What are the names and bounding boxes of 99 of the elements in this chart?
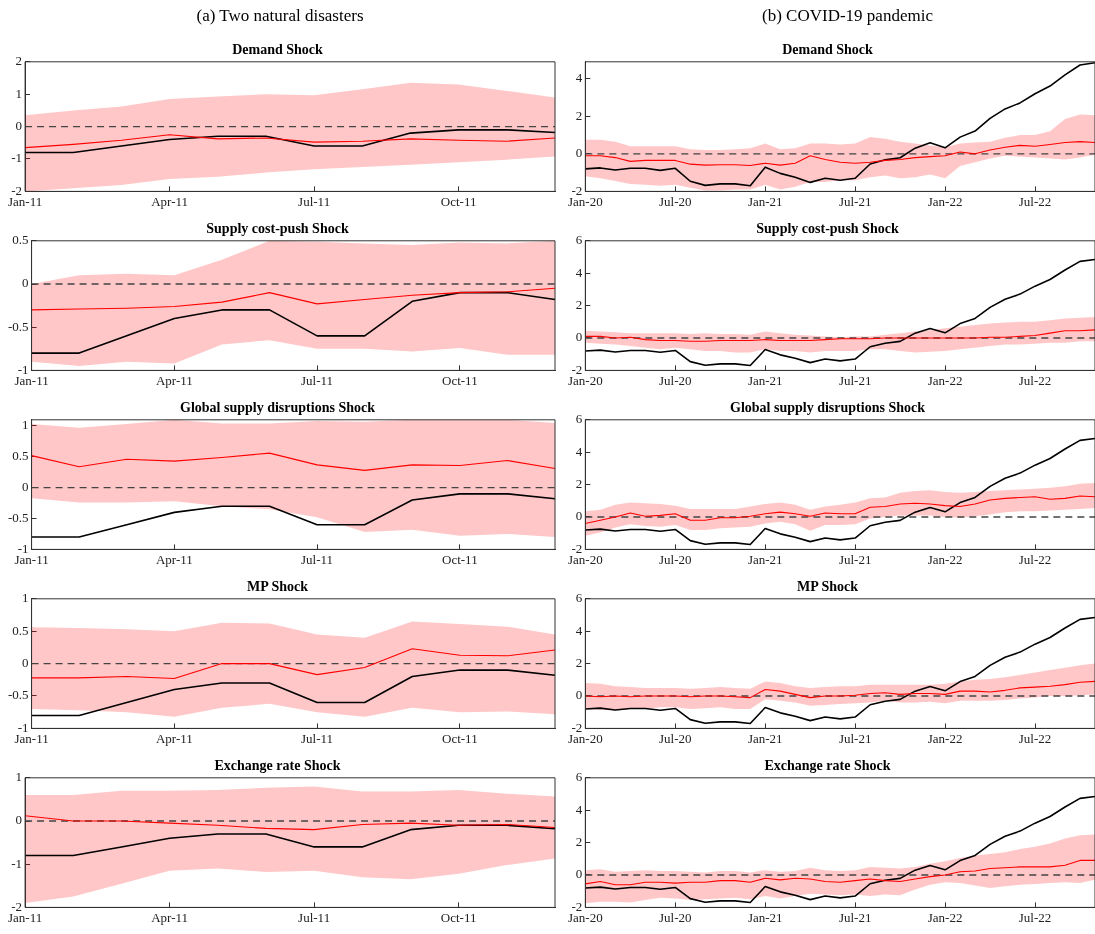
x-tick-label: Oct-11 (440, 909, 477, 925)
x-tick-label: Apr-11 (155, 730, 193, 746)
x-tick-label: Jul-22 (1018, 909, 1052, 925)
x-tick-label: Jan-22 (927, 193, 963, 209)
x-tick-label: Jul-20 (659, 730, 692, 746)
x-tick-label: Apr-11 (155, 372, 193, 388)
x-tick-label: Jul-11 (301, 730, 334, 746)
y-tick-label: 4 (575, 70, 583, 86)
x-tick-label: Jan-21 (747, 730, 783, 746)
text: (b) COVID-19 pandemic (761, 6, 934, 26)
x-tick-label: Jul-21 (838, 909, 872, 925)
x-tick-label: Jul-20 (659, 193, 692, 209)
x-tick-label: Jul-11 (301, 372, 334, 388)
y-tick-label: 2 (575, 107, 583, 123)
chart-title: MP Shock (246, 579, 309, 595)
y-tick-label: 0.5 (12, 448, 29, 464)
chart-title: Supply cost-push Shock (756, 221, 899, 237)
y-tick-label: 2 (575, 297, 583, 313)
x-tick-label: Jul-21 (838, 551, 872, 567)
text: (a) Two natural disasters (195, 6, 365, 26)
x-tick-label: Jul-20 (659, 372, 692, 388)
x-tick-label: Jan-22 (927, 730, 963, 746)
y-tick-label: 4 (575, 801, 583, 817)
y-tick-label: 0 (22, 655, 29, 671)
y-tick-label: -1 (17, 361, 29, 377)
x-tick-label: Jan-21 (747, 193, 783, 209)
y-tick-label: 0 (575, 866, 583, 882)
y-tick-label: 0 (15, 118, 23, 134)
y-tick-label: 0.5 (12, 232, 29, 248)
y-tick-label: 0 (575, 508, 583, 524)
x-tick-label: Jul-22 (1018, 372, 1052, 388)
x-tick-label: Jul-21 (838, 730, 872, 746)
x-tick-label: Jul-22 (1018, 730, 1052, 746)
y-tick-label: -0.5 (7, 687, 29, 703)
y-tick-label: 6 (575, 411, 583, 427)
y-tick-label: 4 (575, 264, 583, 280)
x-tick-label: Oct-11 (442, 551, 478, 567)
x-tick-label: Jul-11 (298, 193, 331, 209)
y-tick-label: -1 (11, 150, 23, 166)
y-tick-label: 0 (22, 275, 29, 291)
y-tick-label: 2 (575, 834, 583, 850)
y-tick-label: 1 (15, 85, 23, 101)
x-tick-label: Jul-11 (301, 551, 334, 567)
y-tick-label: 6 (575, 769, 583, 785)
chart-title: Supply cost-push Shock (206, 221, 349, 237)
x-tick-label: Oct-11 (442, 730, 478, 746)
x-tick-label: Jul-21 (838, 193, 872, 209)
y-tick-label: 6 (575, 232, 583, 248)
x-tick-label: Jul-22 (1018, 551, 1052, 567)
y-tick-label: 1 (15, 769, 23, 785)
y-tick-label: 4 (575, 443, 583, 459)
y-tick-label: 1 (22, 590, 29, 606)
x-tick-label: Jan-21 (747, 909, 783, 925)
chart-title: Demand Shock (232, 42, 324, 58)
x-tick-label: Jul-20 (659, 551, 692, 567)
y-tick-label: -2 (571, 898, 583, 914)
x-tick-label: Jan-22 (927, 372, 963, 388)
x-tick-label: Apr-11 (155, 551, 193, 567)
y-tick-label: -2 (571, 182, 583, 198)
x-tick-label: Jan-22 (927, 551, 963, 567)
y-tick-label: 2 (575, 476, 583, 492)
x-tick-label: Oct-11 (440, 193, 477, 209)
y-tick-label: -1 (17, 719, 29, 735)
y-tick-label: 6 (575, 590, 583, 606)
y-tick-label: -2 (571, 540, 583, 556)
y-tick-label: 4 (575, 622, 583, 638)
y-tick-label: 0 (575, 329, 583, 345)
chart-title: Demand Shock (782, 42, 874, 58)
y-tick-label: -2 (11, 898, 23, 914)
y-tick-label: 1 (22, 417, 29, 433)
x-tick-label: Jan-21 (747, 551, 783, 567)
chart-title: Global supply disruptions Shock (730, 400, 926, 416)
y-tick-label: 0 (22, 479, 29, 495)
y-tick-label: -2 (571, 361, 583, 377)
y-tick-label: -2 (571, 719, 583, 735)
chart-title: MP Shock (796, 579, 859, 595)
x-tick-label: Oct-11 (442, 372, 478, 388)
y-tick-label: -1 (17, 540, 29, 556)
y-tick-label: -0.5 (7, 318, 29, 334)
x-tick-label: Apr-11 (151, 909, 189, 925)
chart-title: Exchange rate Shock (214, 758, 341, 774)
y-tick-label: 2 (575, 655, 583, 671)
y-tick-label: -2 (11, 182, 23, 198)
chart-title: Global supply disruptions Shock (180, 400, 376, 416)
y-tick-label: 2 (15, 53, 23, 69)
y-tick-label: 0 (575, 687, 583, 703)
x-tick-label: Jan-22 (927, 909, 963, 925)
chart-title: Exchange rate Shock (764, 758, 891, 774)
x-tick-label: Jul-21 (838, 372, 872, 388)
x-tick-label: Apr-11 (151, 193, 189, 209)
y-tick-label: 0.5 (12, 622, 29, 638)
y-tick-label: 0 (15, 812, 23, 828)
y-tick-label: 0 (575, 145, 583, 161)
y-tick-label: -1 (11, 855, 23, 871)
x-tick-label: Jul-20 (659, 909, 692, 925)
x-tick-label: Jul-22 (1018, 193, 1052, 209)
x-tick-label: Jan-21 (747, 372, 783, 388)
y-tick-label: -0.5 (7, 509, 29, 525)
x-tick-label: Jul-11 (298, 909, 331, 925)
